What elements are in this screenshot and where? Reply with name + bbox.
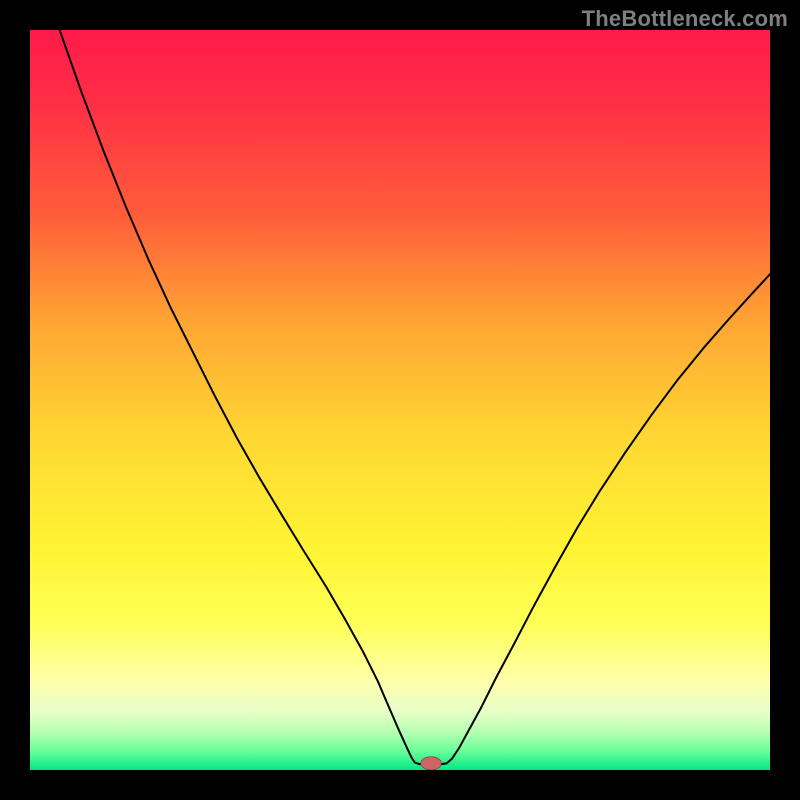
plot-area bbox=[30, 30, 770, 770]
gradient-background bbox=[30, 30, 770, 770]
chart-frame: TheBottleneck.com bbox=[0, 0, 800, 800]
minimum-marker bbox=[421, 757, 442, 770]
watermark-text: TheBottleneck.com bbox=[582, 6, 788, 32]
chart-svg bbox=[30, 30, 770, 770]
